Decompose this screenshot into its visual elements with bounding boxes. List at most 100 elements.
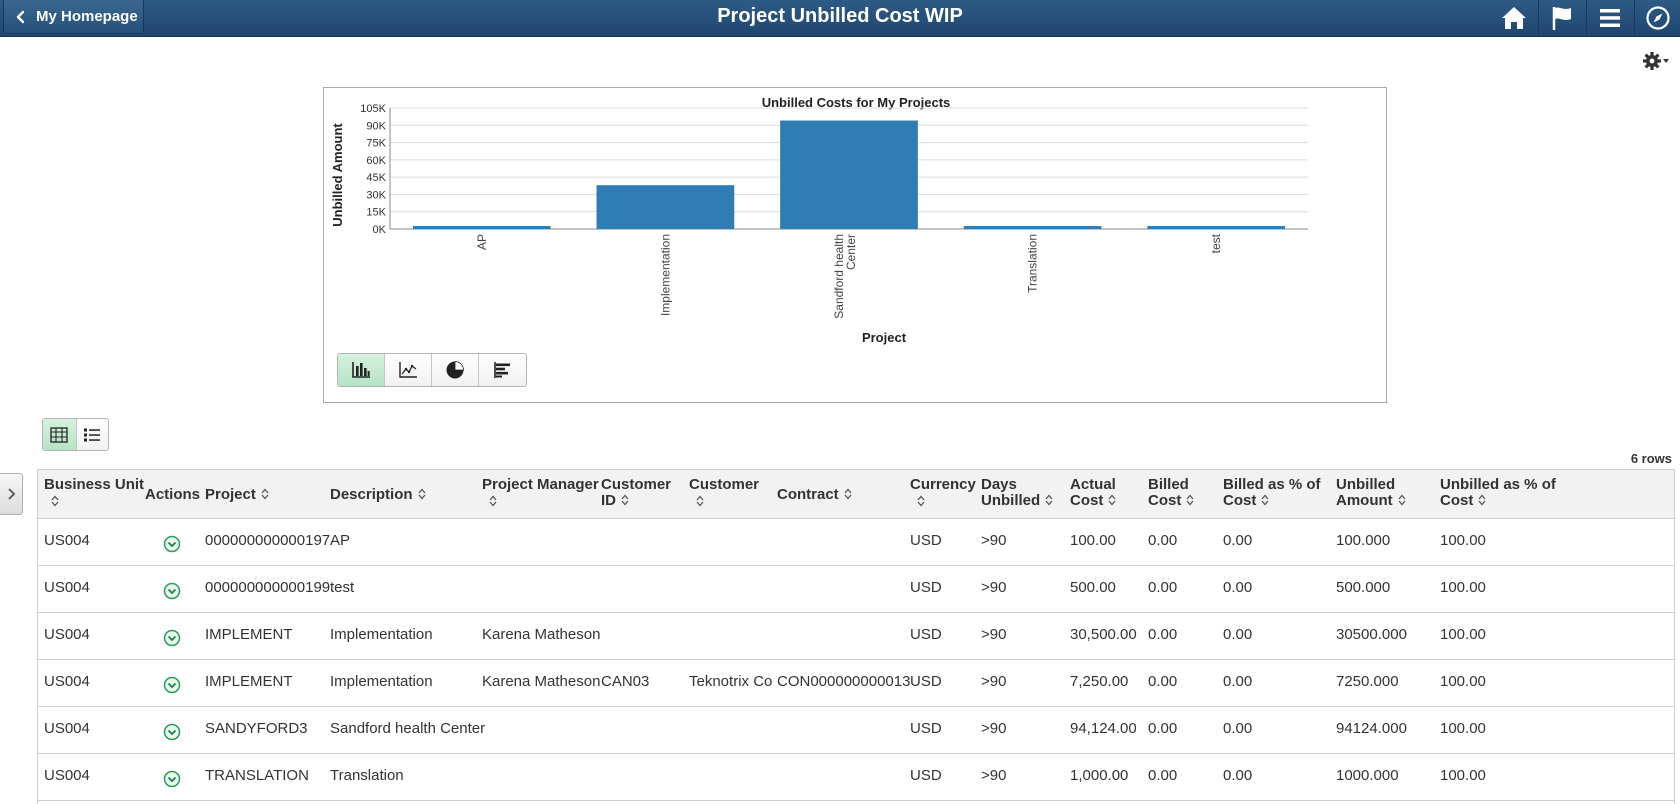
y-tick-label: 90K <box>366 120 386 132</box>
chart-bar[interactable] <box>963 226 1102 229</box>
column-header-label: Customer ID <box>601 476 672 509</box>
column-header-label: Project <box>205 486 256 503</box>
table-row[interactable]: US004 SANDYFORD3 Sandford health Center USD… <box>38 707 1674 754</box>
horizontal-bar-chart-button[interactable] <box>479 354 526 386</box>
cell-days: >90 <box>981 532 1007 549</box>
row-actions-chevron-down-icon[interactable] <box>163 629 181 647</box>
cell-unbilledpct: 100.00 <box>1440 532 1486 549</box>
column-header-billedpct[interactable]: Billed as % of Cost <box>1223 477 1328 509</box>
y-axis-label: Unbilled Amount <box>330 123 345 227</box>
row-actions-chevron-down-icon[interactable] <box>163 582 181 600</box>
side-panel-expand-tab[interactable] <box>0 473 23 515</box>
table-row[interactable]: US004 000000000000199 test USD >90 500.00 0.00… <box>38 566 1674 613</box>
cell-unbilled: 94124.000 <box>1336 720 1407 737</box>
row-actions-chevron-down-icon[interactable] <box>163 676 181 694</box>
cell-description: AP <box>330 532 351 549</box>
table-row[interactable]: US004 IMPLEMENT Implementation Karena Mathe… <box>38 613 1674 660</box>
column-header-unbilled[interactable]: Unbilled Amount <box>1336 477 1411 509</box>
cell-unbilled: 500.000 <box>1336 579 1391 596</box>
cell-unbilledpct: 100.00 <box>1440 720 1486 737</box>
row-actions-chevron-down-icon[interactable] <box>163 723 181 741</box>
y-tick-label: 0K <box>373 224 387 236</box>
chevron-left-icon <box>16 10 25 23</box>
table-row[interactable]: US004 TRANSLATION Translation USD >90 1,000.0… <box>38 754 1674 801</box>
cell-bu: US004 <box>44 579 90 596</box>
chart-bar[interactable] <box>596 185 735 229</box>
cell-description: test <box>330 579 355 596</box>
cell-project: SANDYFORD3 <box>205 720 308 737</box>
column-header-unbilledpct[interactable]: Unbilled as % of Cost <box>1440 477 1565 509</box>
column-header-contract[interactable]: Contract <box>777 487 853 503</box>
cell-currency: USD <box>910 767 942 784</box>
flag-icon[interactable] <box>1548 4 1576 32</box>
sort-icon <box>1398 494 1406 506</box>
y-tick-label: 45K <box>366 172 386 184</box>
column-header-label: Business Unit <box>44 476 145 493</box>
pie-chart-icon <box>446 361 464 379</box>
line-chart-button[interactable] <box>385 354 432 386</box>
horizontal-bar-chart-icon <box>493 362 510 378</box>
cell-billed: 0.00 <box>1148 767 1178 784</box>
cell-billedpct: 0.00 <box>1223 673 1253 690</box>
sort-icon <box>917 495 925 507</box>
column-header-label: Contract <box>777 486 839 503</box>
column-header-billed[interactable]: Billed Cost <box>1148 477 1213 509</box>
sort-icon <box>696 495 704 507</box>
chart-bar[interactable] <box>780 120 918 229</box>
cell-pm: Karena Matheson <box>482 626 601 643</box>
column-header-label: Currency <box>910 476 976 493</box>
cell-unbilledpct: 100.00 <box>1440 673 1486 690</box>
pie-chart-button[interactable] <box>432 354 479 386</box>
cell-billed: 0.00 <box>1148 626 1178 643</box>
list-view-button[interactable] <box>75 419 109 450</box>
column-header-actual[interactable]: Actual Cost <box>1070 477 1140 509</box>
grid-table-icon <box>50 426 68 443</box>
cell-actual: 7,250.00 <box>1070 673 1129 690</box>
cell-billed: 0.00 <box>1148 579 1178 596</box>
cell-project: 000000000000197 <box>205 532 331 549</box>
back-to-homepage-button[interactable]: My Homepage <box>3 0 144 34</box>
menu-icon[interactable] <box>1596 4 1624 32</box>
sort-icon <box>489 495 497 507</box>
cell-actual: 1,000.00 <box>1070 767 1129 784</box>
navbar-compass-icon[interactable] <box>1644 4 1672 32</box>
y-tick-label: 75K <box>366 138 386 150</box>
column-header-bu[interactable]: Business Unit <box>44 477 154 507</box>
cell-unbilled: 7250.000 <box>1336 673 1399 690</box>
cell-description: Translation <box>330 767 404 784</box>
grid-view-button[interactable] <box>43 419 76 450</box>
column-header-custid[interactable]: Customer ID <box>601 477 681 509</box>
cell-unbilledpct: 100.00 <box>1440 579 1486 596</box>
cell-billed: 0.00 <box>1148 532 1178 549</box>
column-header-currency[interactable]: Currency <box>910 477 980 507</box>
column-header-customer[interactable]: Customer <box>689 477 769 507</box>
x-tick-label: Sandford healthCenter <box>832 234 858 319</box>
row-actions-chevron-down-icon[interactable] <box>163 770 181 788</box>
table-row[interactable]: US004 IMPLEMENT Implementation Karena Mathe… <box>38 660 1674 707</box>
banner: My Homepage Project Unbilled Cost WIP <box>0 0 1680 37</box>
cell-billedpct: 0.00 <box>1223 626 1253 643</box>
bar-chart-button[interactable] <box>338 354 385 386</box>
column-header-pm[interactable]: Project Manager <box>482 477 602 507</box>
bar-chart-icon <box>352 362 370 378</box>
chart-bar[interactable] <box>412 226 551 229</box>
grid-view-toggle <box>42 418 109 451</box>
cell-bu: US004 <box>44 673 90 690</box>
y-tick-label: 60K <box>366 155 386 167</box>
cell-customer: Teknotrix Co <box>689 673 773 690</box>
cell-billedpct: 0.00 <box>1223 579 1253 596</box>
chart-bar[interactable] <box>1147 226 1286 229</box>
cell-days: >90 <box>981 767 1007 784</box>
table-row[interactable]: US004 000000000000197 AP USD >90 100.00 0.00 0.… <box>38 519 1674 566</box>
column-header-project[interactable]: Project <box>205 487 270 503</box>
column-header-label: Customer <box>689 476 760 493</box>
row-actions-chevron-down-icon[interactable] <box>163 535 181 553</box>
x-tick-label: Implementation <box>658 234 672 316</box>
column-header-description[interactable]: Description <box>330 487 427 503</box>
column-header-days[interactable]: Days Unbilled <box>981 477 1061 509</box>
home-icon[interactable] <box>1500 4 1528 32</box>
sort-icon <box>1186 494 1194 506</box>
cell-currency: USD <box>910 626 942 643</box>
page-settings-gear-icon[interactable] <box>1642 50 1670 72</box>
chevron-right-icon <box>8 488 16 500</box>
